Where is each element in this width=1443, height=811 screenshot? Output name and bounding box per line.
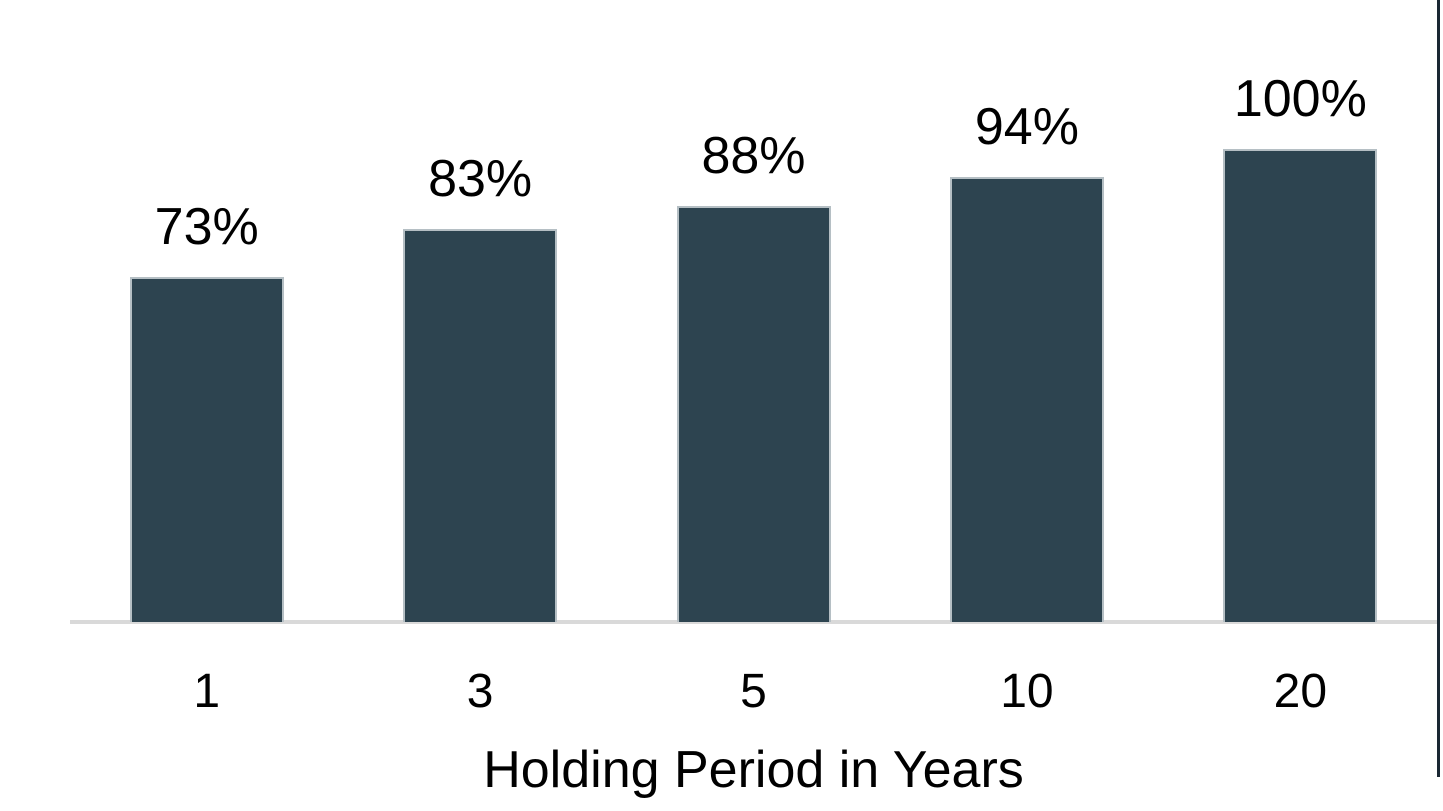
x-axis-ticks: 1 3 5 10 20	[70, 668, 1437, 716]
bar	[403, 229, 558, 622]
x-axis-title: Holding Period in Years	[483, 741, 1024, 799]
bar-value-label: 83%	[428, 150, 533, 208]
x-tick-label: 5	[740, 665, 767, 718]
x-axis-line	[70, 620, 1437, 624]
x-tick-label: 10	[1000, 665, 1054, 718]
x-tick-label: 3	[466, 665, 494, 718]
bar-value-label: 88%	[701, 127, 806, 185]
bar	[676, 206, 831, 622]
bar	[129, 277, 284, 622]
bar	[949, 177, 1104, 622]
bars-row: 73% 83% 88% 94% 100%	[70, 73, 1437, 622]
bar-column: 88%	[617, 130, 890, 622]
bar	[1223, 149, 1378, 622]
x-tick-label: 1	[193, 665, 221, 718]
bar-value-label: 94%	[974, 98, 1079, 156]
bar-column: 73%	[70, 201, 343, 622]
right-edge-line	[1437, 0, 1440, 777]
plot-area: 73% 83% 88% 94% 100% 1 3 5 10 20 Holding Period …	[70, 0, 1437, 811]
bar-value-label: 73%	[154, 198, 259, 256]
x-tick-label: 20	[1273, 665, 1328, 718]
bar-column: 83%	[343, 153, 616, 622]
bar-value-label: 100%	[1233, 70, 1367, 128]
bar-column: 94%	[890, 101, 1163, 622]
bar-column: 100%	[1164, 73, 1437, 622]
